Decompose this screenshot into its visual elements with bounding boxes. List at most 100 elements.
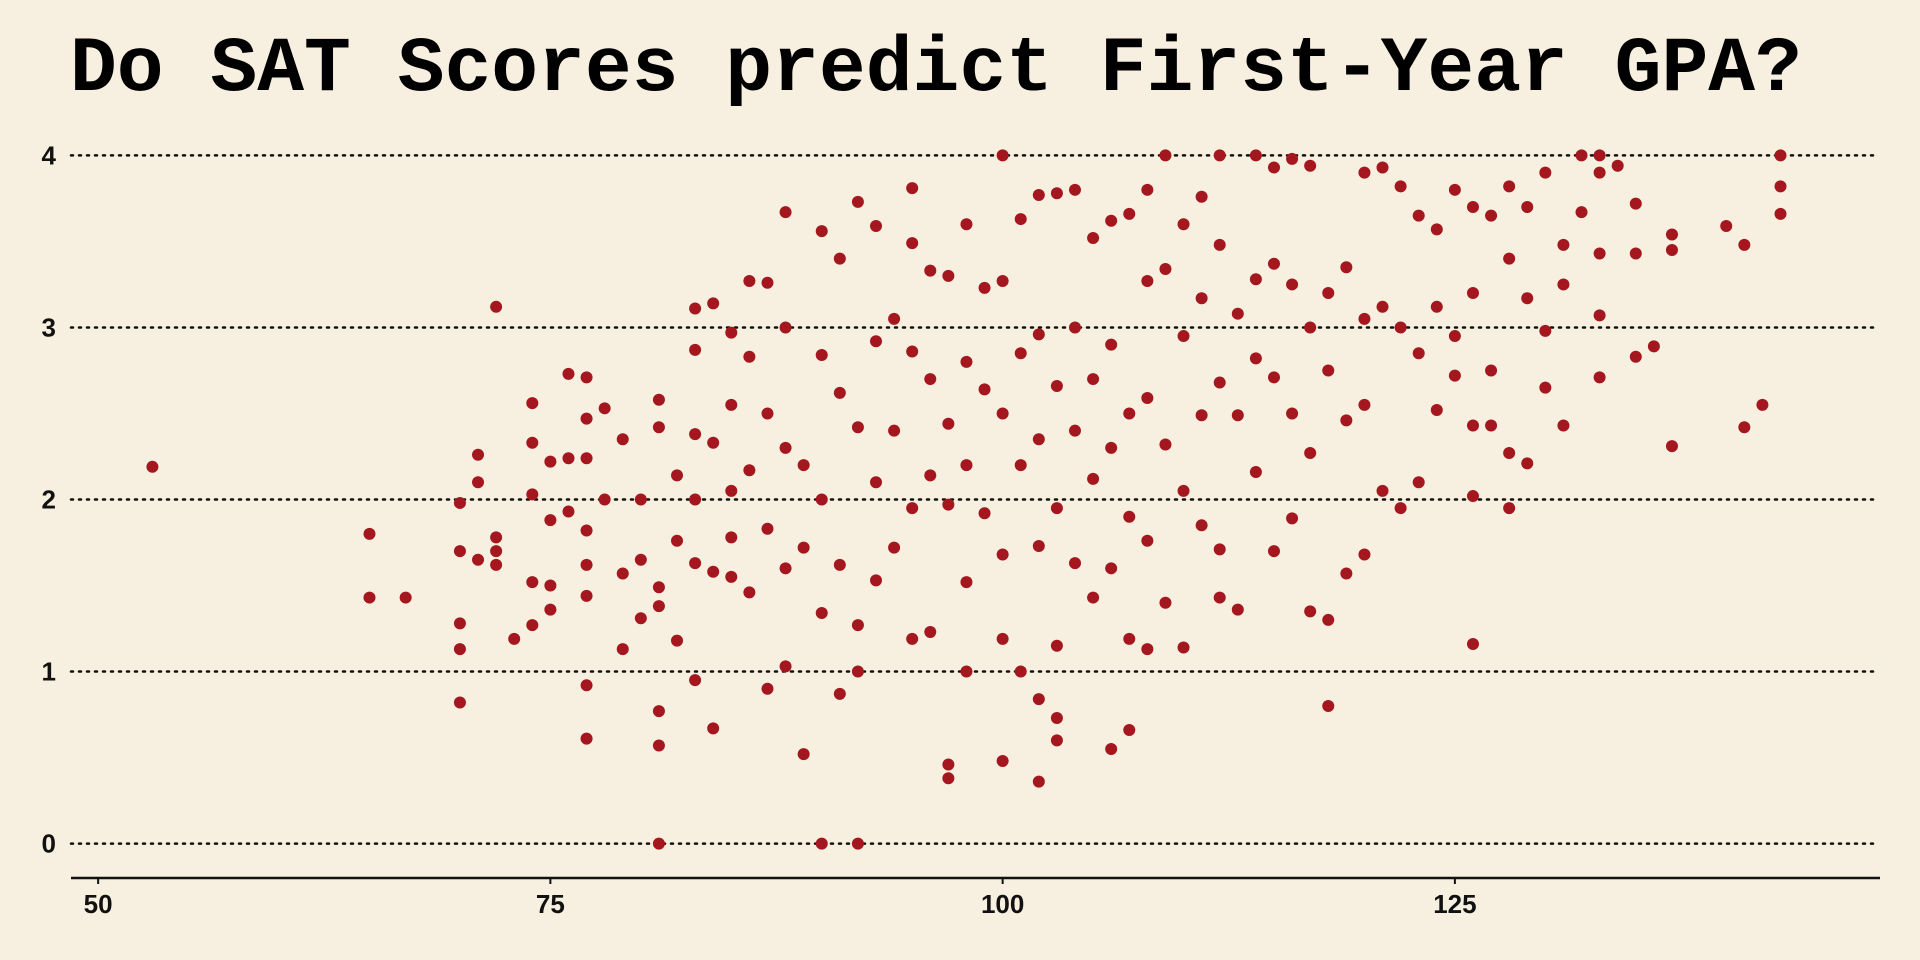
point (1032, 433, 1045, 446)
point (942, 758, 955, 771)
x-tick-label: 100 (981, 889, 1024, 919)
point (1177, 641, 1190, 654)
point (942, 269, 955, 282)
point (1032, 775, 1045, 788)
point (1267, 545, 1280, 558)
point (779, 441, 792, 454)
point (1050, 711, 1063, 724)
point (652, 705, 665, 718)
point (453, 496, 466, 509)
point (453, 545, 466, 558)
point (1032, 693, 1045, 706)
point (689, 557, 702, 570)
point (761, 276, 774, 289)
point (1322, 287, 1335, 300)
point (707, 297, 720, 310)
point (1539, 166, 1552, 179)
point (960, 665, 973, 678)
point (490, 531, 503, 544)
point (1141, 391, 1154, 404)
point (743, 275, 756, 288)
point (978, 281, 991, 294)
point (1105, 338, 1118, 351)
point (851, 665, 864, 678)
point (851, 195, 864, 208)
point (472, 553, 485, 566)
point (1557, 419, 1570, 432)
point (1249, 465, 1262, 478)
point (815, 493, 828, 506)
point (1412, 209, 1425, 222)
point (652, 421, 665, 434)
point (815, 837, 828, 850)
point (1050, 502, 1063, 515)
point (743, 464, 756, 477)
point (996, 755, 1009, 768)
point (1231, 409, 1244, 422)
point (1394, 502, 1407, 515)
point (1629, 247, 1642, 260)
point (743, 586, 756, 599)
point (1376, 161, 1389, 174)
point (1539, 381, 1552, 394)
point (1267, 161, 1280, 174)
point (671, 634, 684, 647)
point (1466, 638, 1479, 651)
point (634, 612, 647, 625)
point (1286, 512, 1299, 525)
point (906, 632, 919, 645)
point (634, 493, 647, 506)
point (1665, 440, 1678, 453)
point (1430, 223, 1443, 236)
point (1141, 643, 1154, 656)
point (1195, 190, 1208, 203)
point (797, 541, 810, 554)
point (1358, 166, 1371, 179)
point (1448, 369, 1461, 382)
point (1593, 166, 1606, 179)
point (888, 312, 901, 325)
point (1213, 591, 1226, 604)
point (906, 502, 919, 515)
point (1521, 457, 1534, 470)
point (1159, 596, 1172, 609)
point (1159, 438, 1172, 451)
chart-title: Do SAT Scores predict First-Year GPA? (70, 26, 1802, 114)
point (544, 514, 557, 527)
point (924, 264, 937, 277)
point (634, 553, 647, 566)
point (888, 541, 901, 554)
point (1141, 534, 1154, 547)
point (1358, 398, 1371, 411)
point (870, 476, 883, 489)
point (1629, 197, 1642, 210)
point (1159, 149, 1172, 162)
point (399, 591, 412, 604)
x-tick-label: 75 (536, 889, 565, 919)
point (707, 436, 720, 449)
point (1032, 539, 1045, 552)
point (1050, 734, 1063, 747)
point (1485, 364, 1498, 377)
point (1087, 591, 1100, 604)
point (833, 687, 846, 700)
point (1050, 379, 1063, 392)
point (671, 534, 684, 547)
point (490, 300, 503, 313)
point (1177, 484, 1190, 497)
point (652, 739, 665, 752)
point (453, 617, 466, 630)
point (1629, 350, 1642, 363)
point (1195, 519, 1208, 532)
point (1539, 324, 1552, 337)
point (472, 448, 485, 461)
point (1430, 404, 1443, 417)
point (960, 218, 973, 231)
point (1177, 218, 1190, 231)
point (1286, 407, 1299, 420)
point (833, 252, 846, 265)
point (453, 696, 466, 709)
point (616, 567, 629, 580)
point (580, 371, 593, 384)
